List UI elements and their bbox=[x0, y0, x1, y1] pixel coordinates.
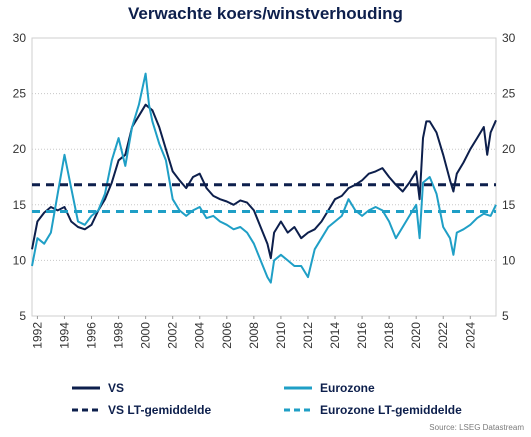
x-tick-label: 2002 bbox=[166, 322, 180, 349]
grid bbox=[32, 37, 496, 317]
x-tick-label: 2006 bbox=[220, 322, 234, 349]
y-tick-label-left: 30 bbox=[13, 31, 27, 45]
x-tick-label: 2008 bbox=[247, 322, 261, 349]
y-tick-label-left: 15 bbox=[13, 198, 27, 212]
y-tick-label-right: 15 bbox=[502, 198, 516, 212]
legend-label: VS bbox=[108, 381, 124, 395]
x-tick-label: 2022 bbox=[436, 322, 450, 349]
legend-label: VS LT-gemiddelde bbox=[108, 403, 211, 417]
series-eurozone bbox=[31, 72, 497, 284]
chart-title: Verwachte koers/winstverhouding bbox=[128, 4, 403, 23]
y-tick-label-right: 20 bbox=[502, 142, 516, 156]
y-tick-label-left: 5 bbox=[19, 309, 26, 323]
y-tick-label-right: 10 bbox=[502, 253, 516, 267]
legend-label: Eurozone bbox=[320, 381, 375, 395]
y-tick-label-left: 20 bbox=[13, 142, 27, 156]
y-tick-label-right: 25 bbox=[502, 87, 516, 101]
x-tick-label: 2020 bbox=[409, 322, 423, 349]
y-tick-label-right: 30 bbox=[502, 31, 516, 45]
y-tick-label-right: 5 bbox=[502, 309, 509, 323]
x-tick-label: 2024 bbox=[463, 322, 477, 349]
y-tick-label-left: 25 bbox=[13, 87, 27, 101]
x-tick-label: 2016 bbox=[355, 322, 369, 349]
x-tick-label: 1994 bbox=[57, 322, 71, 349]
legend: VS Eurozone VS LT-gemiddelde Eurozone LT-ge… bbox=[72, 381, 462, 417]
legend-label: Eurozone LT-gemiddelde bbox=[320, 403, 462, 417]
x-tick-label: 2018 bbox=[382, 322, 396, 349]
x-tick-label: 2004 bbox=[193, 322, 207, 349]
plot-frame bbox=[31, 37, 497, 317]
series-vs bbox=[31, 103, 497, 260]
series-layer bbox=[31, 72, 497, 284]
x-tick-label: 1996 bbox=[85, 322, 99, 349]
x-tick-label: 2000 bbox=[139, 322, 153, 349]
x-tick-label: 2012 bbox=[301, 322, 315, 349]
x-tick-label: 2014 bbox=[328, 322, 342, 349]
y-tick-label-left: 10 bbox=[13, 253, 27, 267]
source-note: Source: LSEG Datastream bbox=[429, 423, 524, 432]
x-tick-label: 1998 bbox=[112, 322, 126, 349]
x-tick-label: 1992 bbox=[30, 322, 44, 349]
x-tick-label: 2010 bbox=[274, 322, 288, 349]
